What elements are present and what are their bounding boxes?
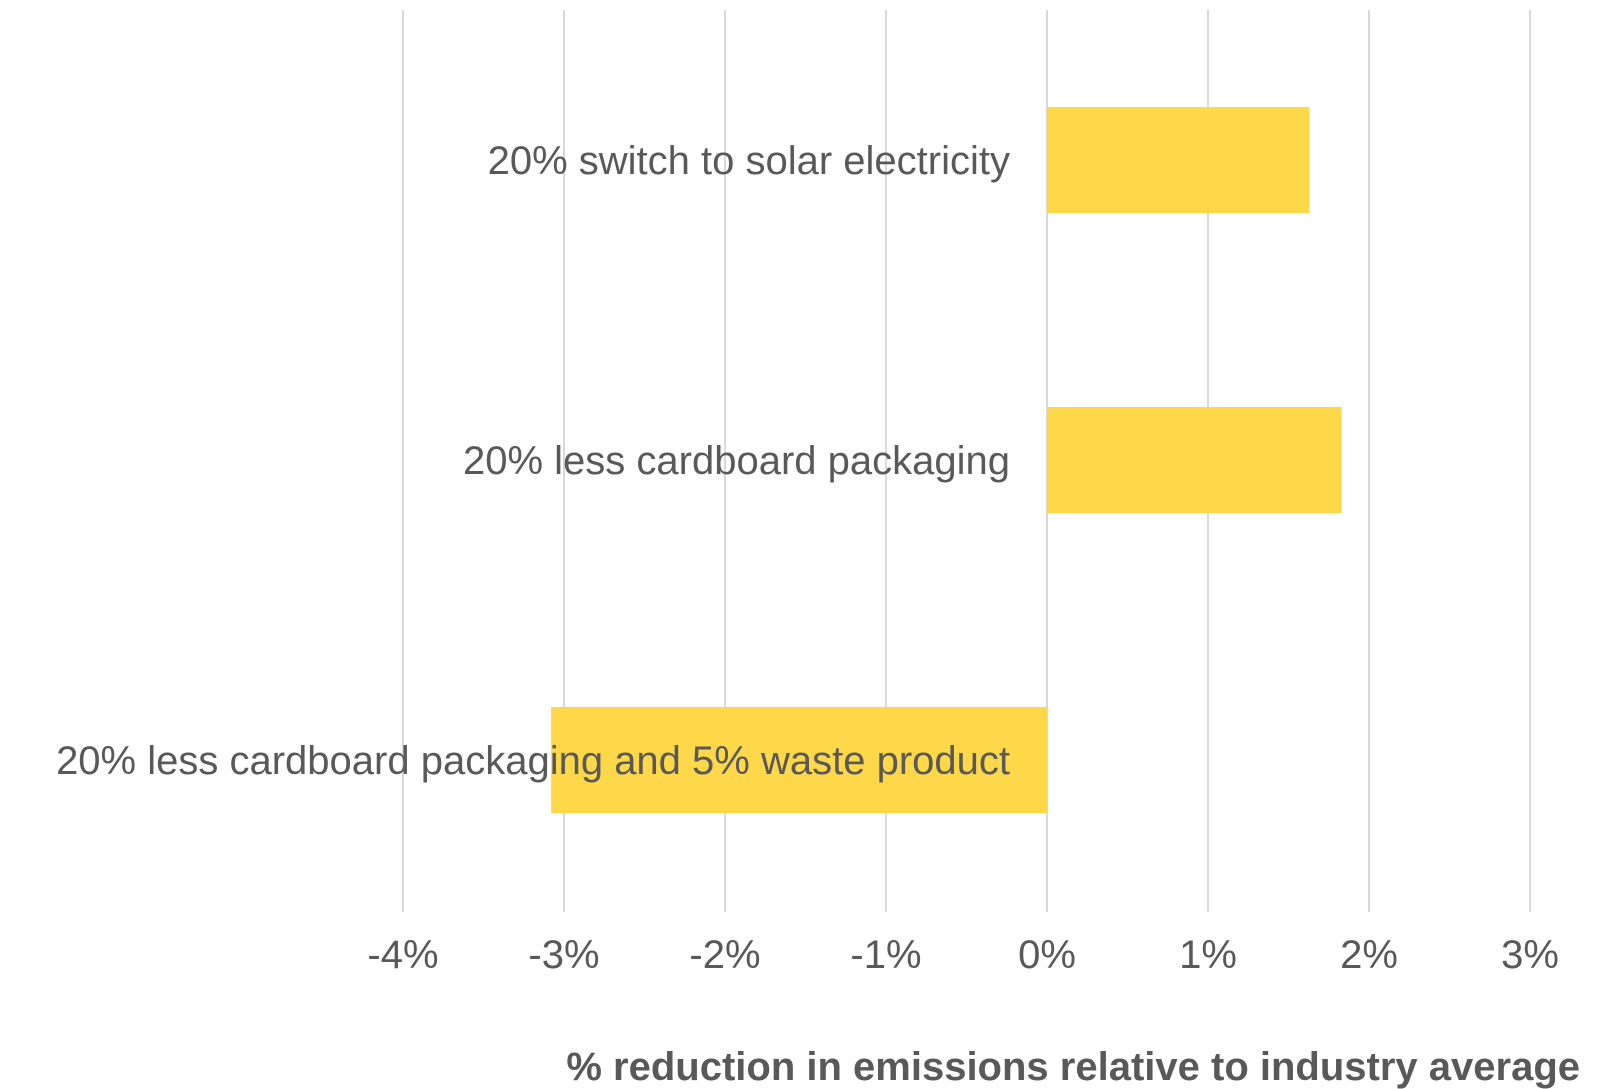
x-tick-label: 3% [1501,933,1559,977]
category-label: 20% switch to solar electricity [488,139,1010,183]
x-tick-label: 0% [1018,933,1076,977]
bar [1047,107,1310,213]
category-label: 20% less cardboard packaging and 5% wast… [56,739,1010,783]
x-tick-label: -1% [850,933,921,977]
x-tick-label: 1% [1179,933,1237,977]
x-axis-title: % reduction in emissions relative to ind… [566,1045,1580,1089]
bar [1047,407,1342,513]
bar [551,707,1047,813]
x-tick-label: -4% [367,933,438,977]
category-labels: 20% switch to solar electricity 20% less … [56,139,1010,783]
x-tick-label: -2% [689,933,760,977]
category-label: 20% less cardboard packaging [463,439,1010,483]
x-tick-label: -3% [528,933,599,977]
bars [551,107,1342,813]
x-tick-label: 2% [1340,933,1398,977]
x-tick-labels: -4% -3% -2% -1% 0% 1% 2% 3% [367,933,1558,977]
